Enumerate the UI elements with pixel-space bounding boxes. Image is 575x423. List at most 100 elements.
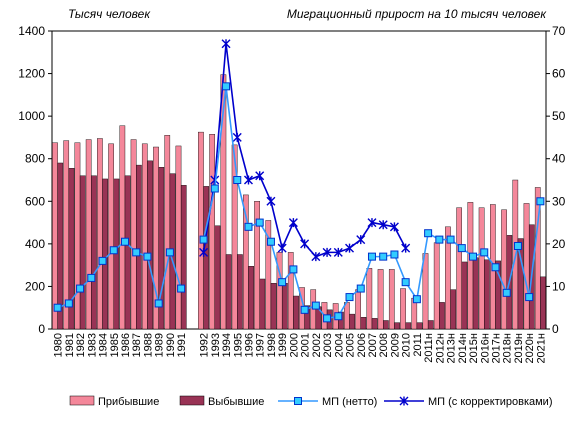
bar-departed — [517, 238, 524, 330]
x-tick-label: 1992 — [199, 333, 211, 357]
mp-net-point — [76, 284, 85, 293]
mp-net-point — [334, 312, 343, 321]
mp-net-point — [536, 197, 545, 206]
bar-arrived — [534, 187, 541, 330]
x-tick-label: 2014н — [457, 333, 469, 364]
mp-adjusted-point — [401, 243, 411, 253]
x-tick-label: 2005 — [345, 333, 357, 357]
bar-arrived — [265, 220, 272, 330]
mp-net-point — [345, 293, 354, 302]
bar-departed — [248, 266, 254, 330]
mp-adjusted-point — [345, 243, 355, 253]
x-tick-label: 2002 — [311, 333, 323, 357]
bar-departed — [461, 261, 468, 330]
mp-net-point — [222, 82, 231, 91]
x-tick-label: 1993 — [210, 333, 222, 357]
bar-departed — [259, 278, 266, 330]
bar-departed — [293, 295, 299, 330]
mp-adjusted-point — [255, 171, 265, 181]
mp-adjusted-point — [356, 235, 366, 245]
mp-net-point — [367, 252, 376, 261]
x-tick-label: 2012н — [434, 333, 446, 364]
x-tick-label: 1990 — [165, 333, 177, 357]
mp-net-point — [266, 237, 275, 246]
left-tick-label: 800 — [25, 152, 45, 166]
left-tick-label: 1400 — [18, 24, 45, 38]
left-tick-label: 600 — [25, 194, 45, 208]
mp-net-point — [457, 244, 466, 253]
legend-label-mp-net: МП (нетто) — [322, 396, 377, 408]
right-axis-title: Миграционный прирост на 10 тысяч человек — [287, 7, 547, 21]
bar-departed — [450, 289, 457, 330]
mp-net-point — [154, 299, 163, 308]
left-tick-label: 1000 — [18, 109, 45, 123]
mp-net-point — [446, 235, 455, 244]
mp-adjusted-point — [232, 132, 242, 142]
bar-arrived — [377, 269, 384, 330]
bar-arrived — [400, 288, 406, 330]
bar-departed — [214, 225, 221, 330]
bar-arrived — [243, 194, 249, 330]
mp-net-point — [143, 252, 152, 261]
bar-departed — [472, 257, 479, 330]
x-tick-label: 2009 — [389, 333, 401, 357]
bar-arrived — [388, 269, 395, 330]
x-tick-label: 1981 — [64, 333, 76, 357]
bar-arrived — [198, 131, 204, 330]
right-tick-label: 40 — [552, 152, 566, 166]
bar-arrived — [445, 226, 451, 330]
mp-adjusted-point — [266, 196, 276, 206]
mp-net-point — [480, 248, 489, 257]
right-tick-label: 30 — [552, 194, 566, 208]
bar-departed — [124, 175, 131, 330]
mp-net-point — [289, 265, 298, 274]
x-tick-label: 2003 — [322, 333, 334, 357]
mp-net-point — [64, 299, 73, 308]
bar-departed — [91, 175, 97, 330]
bar-arrived — [355, 289, 361, 330]
mp-net-point — [390, 250, 399, 259]
mp-adjusted-point — [199, 247, 209, 257]
x-tick-label: 1997 — [255, 333, 267, 357]
right-tick-label: 20 — [552, 237, 566, 251]
bar-departed — [540, 276, 546, 330]
mp-net-point — [412, 295, 421, 304]
mp-net-point — [300, 305, 309, 314]
bar-departed — [383, 320, 389, 330]
mp-net-point — [120, 237, 129, 246]
bar-arrived — [501, 209, 507, 330]
mp-net-point — [513, 241, 522, 250]
mp-net-point — [87, 273, 96, 282]
bar-arrived — [467, 202, 474, 330]
bar-departed — [484, 259, 490, 330]
x-tick-label: 1998 — [266, 333, 278, 357]
x-tick-label: 1987 — [131, 333, 143, 357]
right-tick-label: 0 — [552, 322, 559, 336]
x-tick-label: 1994 — [221, 333, 233, 357]
left-tick-label: 0 — [38, 322, 45, 336]
bar-departed — [102, 178, 108, 330]
x-tick-label: 2021н — [535, 333, 547, 364]
bar-arrived — [366, 268, 373, 330]
bar-departed — [416, 322, 423, 330]
mp-net-point — [502, 288, 511, 297]
legend-marker-mp-adjusted — [399, 396, 409, 406]
mp-net-point — [525, 293, 534, 302]
x-tick-label: 1985 — [109, 333, 121, 357]
x-tick-label: 2019н — [513, 333, 525, 364]
mp-net-point — [469, 252, 478, 261]
bar-arrived — [108, 143, 114, 330]
x-tick-label: 1999 — [277, 333, 289, 357]
mp-net-point — [424, 229, 433, 238]
mp-net-point — [53, 303, 62, 312]
bar-departed — [136, 164, 142, 330]
bar-arrived — [130, 139, 137, 330]
x-tick-label: 1989 — [154, 333, 166, 357]
legend-swatch-arrived — [69, 395, 95, 406]
mp-adjusted-point — [389, 222, 399, 232]
bar-arrived — [344, 302, 350, 330]
x-tick-label: 1984 — [98, 333, 110, 357]
mp-adjusted-point — [311, 252, 321, 262]
bar-departed — [79, 175, 86, 330]
right-tick-label: 50 — [552, 109, 566, 123]
